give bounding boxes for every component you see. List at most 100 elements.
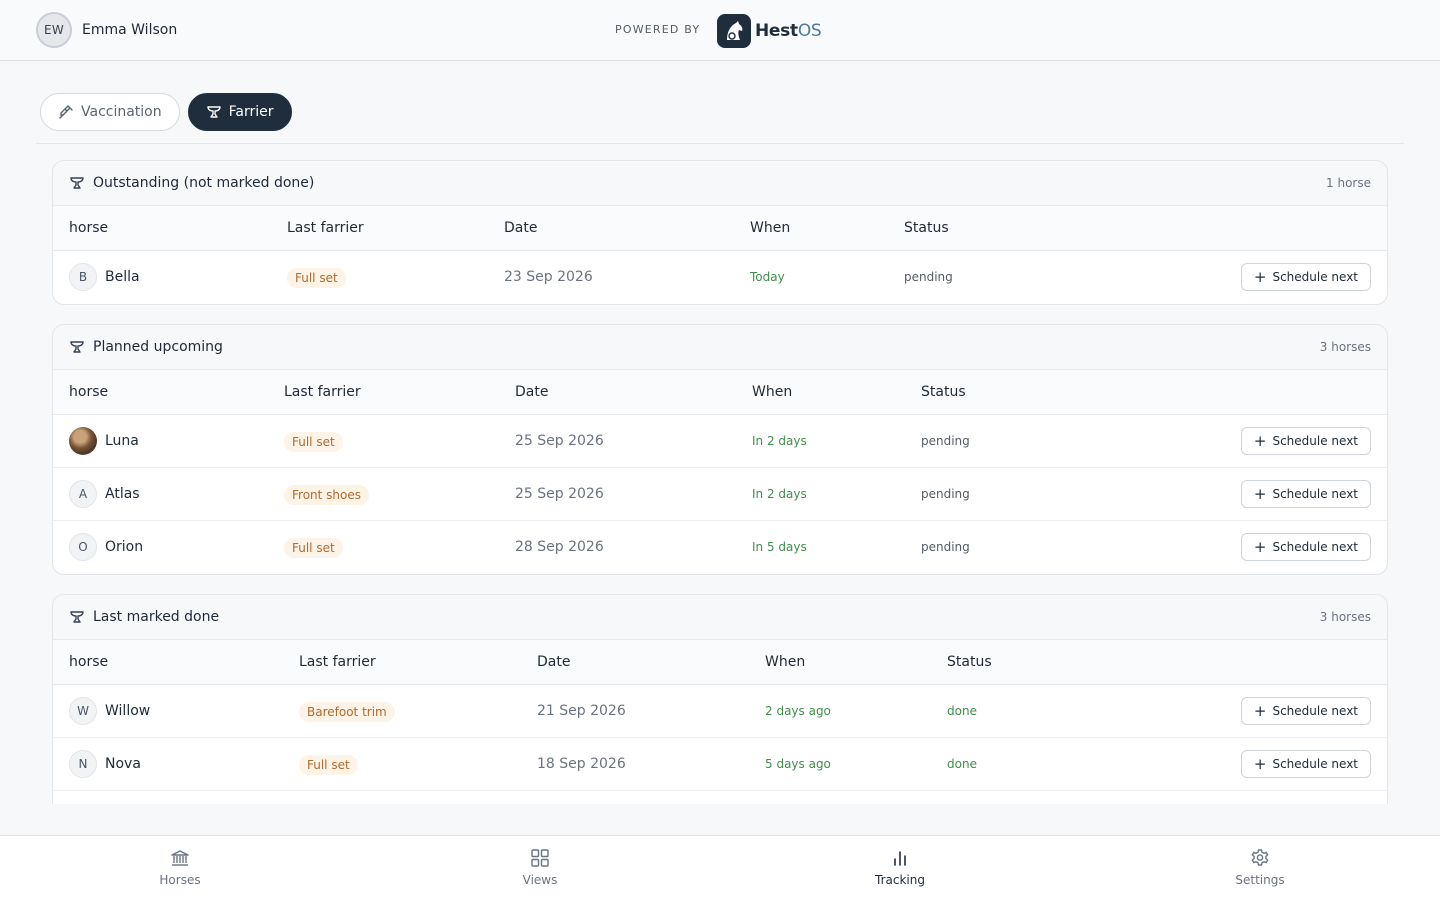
horse-cell[interactable]: O Orion bbox=[69, 533, 143, 561]
horse-photo bbox=[69, 427, 97, 455]
brand-name: HestOS bbox=[755, 21, 822, 41]
column-horse[interactable]: horse bbox=[69, 384, 109, 400]
column-status[interactable]: Status bbox=[904, 220, 949, 236]
horse-name[interactable]: Luna bbox=[105, 433, 139, 449]
column-horse[interactable]: horse bbox=[69, 220, 109, 236]
date-value: 23 Sep 2026 bbox=[504, 269, 593, 285]
anvil-icon bbox=[206, 106, 221, 118]
date-value: 28 Sep 2026 bbox=[515, 539, 604, 555]
status-value: pending bbox=[921, 434, 970, 448]
column-horse[interactable]: horse bbox=[69, 654, 109, 670]
table-header: horse Last farrier Date When Status bbox=[53, 370, 1387, 415]
horse-cell[interactable]: B Bella bbox=[69, 263, 140, 291]
nav-label: Settings bbox=[1235, 873, 1285, 887]
status-value: pending bbox=[921, 487, 970, 501]
status-value: done bbox=[947, 757, 977, 771]
bar-chart-icon bbox=[894, 851, 906, 866]
when-value: In 2 days bbox=[752, 434, 807, 448]
column-date[interactable]: Date bbox=[537, 654, 571, 670]
column-when[interactable]: When bbox=[750, 220, 791, 236]
horse-cell[interactable]: A Atlas bbox=[69, 480, 140, 508]
section-header: Outstanding (not marked done) 1 horse bbox=[53, 161, 1387, 206]
brand-logo: HestOS bbox=[717, 14, 822, 48]
nav-tracking[interactable]: Tracking bbox=[840, 848, 960, 887]
date-value: 25 Sep 2026 bbox=[515, 486, 604, 502]
column-last-farrier[interactable]: Last farrier bbox=[299, 654, 376, 670]
column-status[interactable]: Status bbox=[947, 654, 992, 670]
table-row[interactable]: Luna Full set 25 Sep 2026 In 2 days pend… bbox=[53, 415, 1387, 468]
plus-icon: + bbox=[1253, 537, 1267, 556]
avatar[interactable]: EW bbox=[36, 12, 72, 48]
tracking-tabs: Vaccination Farrier bbox=[40, 93, 292, 131]
schedule-next-label: Schedule next bbox=[1272, 704, 1358, 718]
horse-name[interactable]: Willow bbox=[105, 703, 151, 719]
schedule-next-button[interactable]: + Schedule next bbox=[1240, 263, 1371, 291]
schedule-next-button[interactable]: + Schedule next bbox=[1240, 480, 1371, 508]
anvil-icon bbox=[70, 611, 84, 623]
horse-name[interactable]: Bella bbox=[105, 269, 140, 285]
anvil-icon bbox=[70, 341, 84, 353]
tracking-content[interactable]: Outstanding (not marked done) 1 horse ho… bbox=[0, 144, 1440, 804]
section-count: 3 horses bbox=[1319, 340, 1371, 354]
schedule-next-label: Schedule next bbox=[1272, 487, 1358, 501]
plus-icon: + bbox=[1253, 754, 1267, 773]
grid-icon bbox=[531, 849, 549, 867]
table-header: horse Last farrier Date When Status bbox=[53, 640, 1387, 685]
table-row[interactable]: N Nova Full set 18 Sep 2026 5 days ago d… bbox=[53, 738, 1387, 791]
schedule-next-button[interactable]: + Schedule next bbox=[1240, 750, 1371, 778]
syringe-icon bbox=[59, 105, 73, 119]
when-value: 5 days ago bbox=[765, 757, 831, 771]
horse-avatar: A bbox=[69, 480, 97, 508]
user-profile[interactable]: EW Emma Wilson bbox=[36, 12, 177, 48]
gear-icon bbox=[1251, 849, 1269, 866]
column-date[interactable]: Date bbox=[504, 220, 538, 236]
tab-vaccination[interactable]: Vaccination bbox=[40, 93, 180, 131]
when-value: 2 days ago bbox=[765, 704, 831, 718]
brand-name-secondary: OS bbox=[797, 21, 822, 41]
schedule-next-label: Schedule next bbox=[1272, 757, 1358, 771]
table-row-partial bbox=[52, 791, 1388, 804]
section-count: 1 horse bbox=[1326, 176, 1371, 190]
section-header: Planned upcoming 3 horses bbox=[53, 325, 1387, 370]
farrier-badge: Full set bbox=[299, 755, 358, 775]
horse-name[interactable]: Atlas bbox=[105, 486, 140, 502]
section-title: Planned upcoming bbox=[93, 339, 223, 355]
column-when[interactable]: When bbox=[765, 654, 806, 670]
horse-cell[interactable]: Luna bbox=[69, 427, 139, 455]
table-row[interactable]: A Atlas Front shoes 25 Sep 2026 In 2 day… bbox=[53, 468, 1387, 521]
schedule-next-button[interactable]: + Schedule next bbox=[1240, 533, 1371, 561]
tab-farrier[interactable]: Farrier bbox=[187, 93, 292, 131]
column-date[interactable]: Date bbox=[515, 384, 549, 400]
nav-label: Horses bbox=[159, 873, 201, 887]
bottom-navigation: Horses Views Tracking Settings bbox=[0, 835, 1440, 900]
horse-avatar: O bbox=[69, 533, 97, 561]
farrier-badge: Front shoes bbox=[284, 485, 369, 505]
farrier-badge: Full set bbox=[284, 432, 343, 452]
column-when[interactable]: When bbox=[752, 384, 793, 400]
nav-label: Views bbox=[522, 873, 558, 887]
tab-label: Vaccination bbox=[81, 104, 162, 120]
table-row[interactable]: O Orion Full set 28 Sep 2026 In 5 days p… bbox=[53, 521, 1387, 574]
nav-settings[interactable]: Settings bbox=[1200, 848, 1320, 887]
stable-icon bbox=[171, 850, 189, 866]
horse-name[interactable]: Nova bbox=[105, 756, 141, 772]
farrier-badge: Full set bbox=[284, 538, 343, 558]
horse-cell[interactable]: W Willow bbox=[69, 697, 150, 725]
when-value: In 5 days bbox=[752, 540, 807, 554]
column-last-farrier[interactable]: Last farrier bbox=[287, 220, 364, 236]
table-row[interactable]: W Willow Barefoot trim 21 Sep 2026 2 day… bbox=[53, 685, 1387, 738]
horse-name[interactable]: Orion bbox=[105, 539, 144, 555]
section-title: Outstanding (not marked done) bbox=[93, 175, 315, 191]
horse-avatar: N bbox=[69, 750, 97, 778]
plus-icon: + bbox=[1253, 431, 1267, 450]
column-last-farrier[interactable]: Last farrier bbox=[284, 384, 361, 400]
column-status[interactable]: Status bbox=[921, 384, 966, 400]
powered-by-label: POWERED BY bbox=[615, 23, 701, 36]
table-row[interactable]: B Bella Full set 23 Sep 2026 Today pendi… bbox=[53, 251, 1387, 304]
schedule-next-button[interactable]: + Schedule next bbox=[1240, 697, 1371, 725]
nav-views[interactable]: Views bbox=[480, 848, 600, 887]
status-value: pending bbox=[904, 270, 953, 284]
schedule-next-button[interactable]: + Schedule next bbox=[1240, 427, 1371, 455]
nav-horses[interactable]: Horses bbox=[120, 848, 240, 887]
horse-cell[interactable]: N Nova bbox=[69, 750, 141, 778]
